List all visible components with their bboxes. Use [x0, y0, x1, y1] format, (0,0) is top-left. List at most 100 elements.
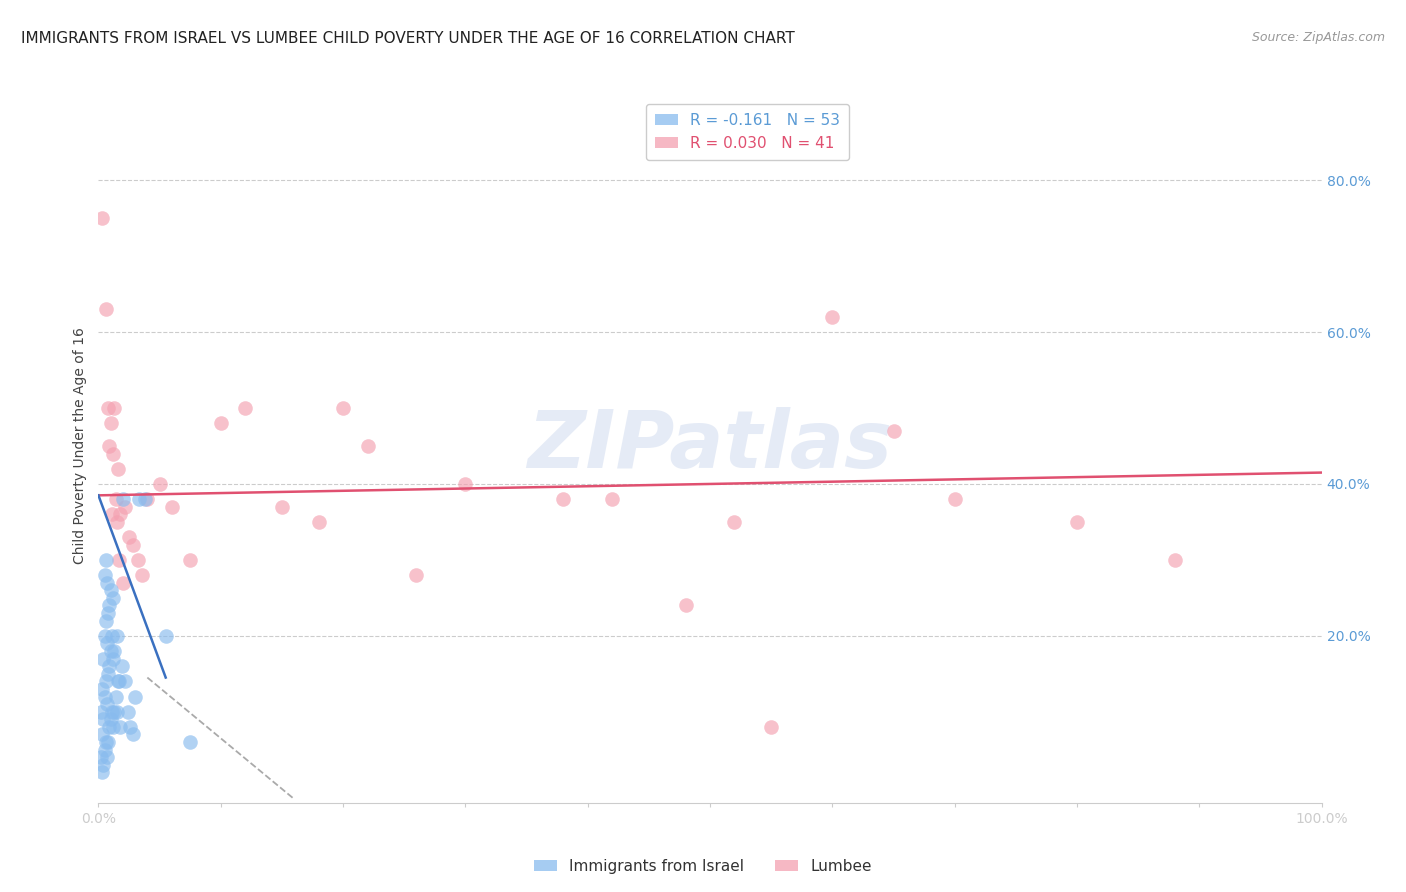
- Point: [723, 515, 745, 529]
- Point: [128, 492, 150, 507]
- Point: [131, 568, 153, 582]
- Legend: Immigrants from Israel, Lumbee: Immigrants from Israel, Lumbee: [529, 853, 877, 880]
- Point: [114, 500, 136, 514]
- Point: [94, 735, 117, 749]
- Point: [94, 614, 117, 628]
- Point: [93, 742, 115, 756]
- Point: [209, 416, 232, 430]
- Point: [108, 553, 131, 567]
- Point: [136, 492, 159, 507]
- Point: [111, 659, 134, 673]
- Point: [94, 302, 117, 317]
- Point: [124, 690, 146, 704]
- Point: [117, 705, 139, 719]
- Point: [101, 705, 124, 719]
- Point: [943, 492, 966, 507]
- Point: [100, 644, 122, 658]
- Point: [308, 515, 330, 529]
- Point: [90, 750, 112, 764]
- Point: [332, 401, 354, 415]
- Point: [101, 508, 124, 522]
- Point: [91, 211, 114, 226]
- Point: [821, 310, 844, 324]
- Point: [270, 500, 294, 514]
- Point: [101, 720, 124, 734]
- Point: [101, 629, 124, 643]
- Point: [100, 416, 122, 430]
- Point: [179, 735, 201, 749]
- Point: [761, 720, 783, 734]
- Point: [105, 705, 128, 719]
- Point: [155, 629, 177, 643]
- Point: [100, 583, 122, 598]
- Point: [107, 674, 129, 689]
- Point: [91, 727, 114, 741]
- Point: [553, 492, 575, 507]
- Point: [97, 666, 120, 681]
- Legend: R = -0.161   N = 53, R = 0.030   N = 41: R = -0.161 N = 53, R = 0.030 N = 41: [645, 104, 849, 160]
- Point: [94, 553, 117, 567]
- Point: [98, 659, 121, 673]
- Y-axis label: Child Poverty Under the Age of 16: Child Poverty Under the Age of 16: [73, 327, 87, 565]
- Point: [97, 735, 120, 749]
- Point: [98, 720, 121, 734]
- Point: [107, 462, 129, 476]
- Point: [105, 629, 128, 643]
- Point: [120, 720, 142, 734]
- Point: [97, 401, 120, 415]
- Point: [91, 765, 114, 780]
- Point: [103, 705, 125, 719]
- Point: [1066, 515, 1088, 529]
- Point: [118, 530, 141, 544]
- Point: [97, 606, 120, 620]
- Point: [91, 651, 114, 665]
- Point: [104, 492, 127, 507]
- Point: [90, 705, 112, 719]
- Point: [127, 553, 149, 567]
- Point: [105, 515, 128, 529]
- Text: ZIPatlas: ZIPatlas: [527, 407, 893, 485]
- Point: [101, 591, 124, 605]
- Text: IMMIGRANTS FROM ISRAEL VS LUMBEE CHILD POVERTY UNDER THE AGE OF 16 CORRELATION C: IMMIGRANTS FROM ISRAEL VS LUMBEE CHILD P…: [21, 31, 794, 46]
- Point: [454, 477, 477, 491]
- Point: [121, 727, 143, 741]
- Point: [121, 538, 143, 552]
- Point: [1164, 553, 1187, 567]
- Point: [149, 477, 172, 491]
- Point: [883, 424, 905, 438]
- Point: [101, 651, 124, 665]
- Text: Source: ZipAtlas.com: Source: ZipAtlas.com: [1251, 31, 1385, 45]
- Point: [111, 492, 134, 507]
- Point: [98, 439, 121, 453]
- Point: [233, 401, 256, 415]
- Point: [93, 629, 115, 643]
- Point: [179, 553, 201, 567]
- Point: [356, 439, 378, 453]
- Point: [96, 636, 118, 650]
- Point: [91, 712, 114, 726]
- Point: [91, 757, 114, 772]
- Point: [93, 568, 115, 582]
- Point: [110, 720, 132, 734]
- Point: [103, 644, 125, 658]
- Point: [96, 697, 118, 711]
- Point: [100, 712, 122, 726]
- Point: [101, 447, 124, 461]
- Point: [405, 568, 427, 582]
- Point: [104, 690, 127, 704]
- Point: [91, 681, 114, 696]
- Point: [98, 599, 121, 613]
- Point: [111, 575, 134, 590]
- Point: [160, 500, 183, 514]
- Point: [600, 492, 623, 507]
- Point: [103, 401, 125, 415]
- Point: [134, 492, 156, 507]
- Point: [94, 674, 117, 689]
- Point: [114, 674, 136, 689]
- Point: [110, 508, 132, 522]
- Point: [96, 750, 118, 764]
- Point: [108, 674, 131, 689]
- Point: [675, 599, 697, 613]
- Point: [96, 575, 118, 590]
- Point: [93, 690, 115, 704]
